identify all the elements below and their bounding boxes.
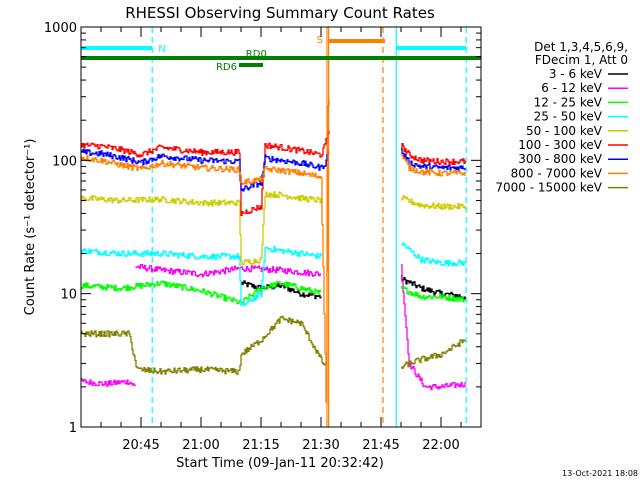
series-trace [401, 339, 466, 370]
x-tick-label: 21:45 [362, 438, 399, 453]
x-tick-label: 21:30 [302, 438, 339, 453]
series-50-100-kev [81, 191, 466, 266]
chart-title: RHESSI Observing Summary Count Rates [125, 4, 435, 22]
series-trace [81, 280, 322, 305]
series-800-7000-kev [81, 99, 466, 404]
series-trace [401, 242, 466, 267]
x-tick-label: 22:00 [422, 438, 459, 453]
axes-layer: 20:45 21:00 21:15 21:30 21:45 22:00 1 10 100 1000 [44, 21, 482, 453]
x-tick-label: 21:00 [182, 438, 219, 453]
legend-label: 7000 - 15000 keV [495, 181, 602, 195]
series-trace [81, 149, 329, 192]
y-tick-label: 10 [60, 288, 77, 303]
series-trace [401, 154, 466, 177]
legend-label: 100 - 300 keV [518, 138, 602, 152]
legend-header: FDecim 1, Att 0 [535, 53, 628, 67]
series-trace [401, 195, 466, 210]
series-12-25-kev [81, 280, 466, 305]
series-layer [81, 99, 466, 404]
legend-label: 6 - 12 keV [541, 81, 603, 95]
series-trace [81, 130, 330, 217]
series-6-12-kev [81, 263, 466, 391]
footer-date: 13-Oct-2021 18:08 [562, 469, 638, 478]
y-tick-label: 1 [69, 421, 77, 436]
vline-layer [151, 27, 467, 427]
x-tick-label: 20:45 [122, 438, 159, 453]
x-axis-label: Start Time (09-Jan-11 20:32:42) [176, 456, 384, 471]
legend-label: 800 - 7000 keV [511, 166, 603, 180]
x-tick-label: 21:15 [242, 438, 279, 453]
legend-label: 50 - 100 keV [526, 124, 603, 138]
flag-label-rd6: RD6 [216, 62, 237, 73]
flag-label-n: N [158, 44, 165, 55]
series-7000-15000-kev [81, 315, 466, 375]
series-25-50-kev [81, 242, 466, 307]
series-100-300-kev [81, 130, 466, 217]
series-trace [81, 191, 322, 266]
plot-frame [80, 26, 482, 428]
series-trace [241, 280, 322, 300]
legend-label: 25 - 50 keV [534, 110, 603, 124]
legend-label: 12 - 25 keV [534, 95, 603, 109]
legend: Det 1,3,4,5,6,9,FDecim 1, Att 03 - 6 keV… [495, 40, 628, 195]
y-axis-label: Count Rate (s⁻¹ detector⁻¹) [23, 139, 38, 316]
series-trace [135, 263, 322, 278]
flag-layer: N S RD0 RD6 [81, 35, 481, 73]
legend-label: 300 - 800 keV [518, 152, 602, 166]
y-tick-label: 1000 [44, 21, 77, 36]
series-trace [401, 148, 466, 172]
y-tick-label: 100 [52, 154, 77, 169]
series-trace [401, 286, 466, 303]
series-trace [81, 377, 136, 387]
series-trace [81, 99, 330, 404]
legend-label: 3 - 6 keV [549, 67, 603, 81]
legend-header: Det 1,3,4,5,6,9, [534, 40, 628, 54]
series-trace [401, 143, 466, 166]
flag-label-s: S [317, 35, 323, 46]
series-trace [401, 264, 466, 391]
series-trace [81, 315, 326, 375]
flag-label-rd0: RD0 [246, 49, 267, 60]
series-trace [81, 246, 322, 307]
series-300-800-kev [81, 148, 466, 192]
